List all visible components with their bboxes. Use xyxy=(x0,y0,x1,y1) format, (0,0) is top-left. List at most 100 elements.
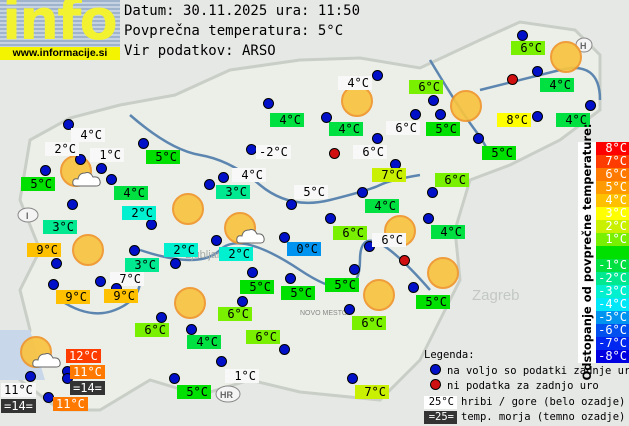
station-dot[interactable] xyxy=(25,371,36,382)
station-dot[interactable] xyxy=(517,30,528,41)
station-dot[interactable] xyxy=(146,219,157,230)
station-temperature[interactable]: 3°C xyxy=(125,258,159,272)
station-temperature[interactable]: 4°C xyxy=(338,76,372,90)
station-dot[interactable] xyxy=(473,133,484,144)
no-data-dot[interactable] xyxy=(399,255,410,266)
station-temperature[interactable]: 6°C xyxy=(135,323,169,337)
station-dot[interactable] xyxy=(211,235,222,246)
station-temperature[interactable]: 9°C xyxy=(104,289,138,303)
station-temperature[interactable]: 5°C xyxy=(482,146,516,160)
station-temperature[interactable]: 6°C xyxy=(353,145,387,159)
station-temperature[interactable]: 2°C xyxy=(45,142,79,156)
station-dot[interactable] xyxy=(247,267,258,278)
station-temperature[interactable]: 2°C xyxy=(122,206,156,220)
station-dot[interactable] xyxy=(532,66,543,77)
station-temperature[interactable]: 6°C xyxy=(218,307,252,321)
station-dot[interactable] xyxy=(325,213,336,224)
station-temperature[interactable]: 7°C xyxy=(372,168,406,182)
station-dot[interactable] xyxy=(435,109,446,120)
station-dot[interactable] xyxy=(156,312,167,323)
station-dot[interactable] xyxy=(279,344,290,355)
station-temperature[interactable]: 6°C xyxy=(246,330,280,344)
station-temperature[interactable]: 6°C xyxy=(511,41,545,55)
station-dot[interactable] xyxy=(96,163,107,174)
station-temperature[interactable]: 6°C xyxy=(386,121,420,135)
station-dot[interactable] xyxy=(263,98,274,109)
station-temperature[interactable]: 5°C xyxy=(325,278,359,292)
station-temperature[interactable]: 4°C xyxy=(187,335,221,349)
station-dot[interactable] xyxy=(357,187,368,198)
station-temperature[interactable]: 3°C xyxy=(43,220,77,234)
station-dot[interactable] xyxy=(427,187,438,198)
station-temperature[interactable]: 1°C xyxy=(225,369,259,383)
station-dot[interactable] xyxy=(410,109,421,120)
station-dot[interactable] xyxy=(218,172,229,183)
station-dot[interactable] xyxy=(372,70,383,81)
station-temperature[interactable]: 6°C xyxy=(372,233,406,247)
station-temperature[interactable]: 5°C xyxy=(146,150,180,164)
station-temperature[interactable]: 5°C xyxy=(240,280,274,294)
station-temperature[interactable]: 4°C xyxy=(540,78,574,92)
station-temperature[interactable]: 8°C xyxy=(497,113,531,127)
logo-url[interactable]: www.informacije.si xyxy=(0,47,120,60)
station-dot[interactable] xyxy=(347,373,358,384)
station-temperature[interactable]: 7°C xyxy=(355,385,389,399)
station-temperature[interactable]: 12°C xyxy=(66,349,101,363)
station-temperature[interactable]: 4°C xyxy=(232,168,266,182)
station-temperature[interactable]: 5°C xyxy=(177,385,211,399)
station-temperature[interactable]: 9°C xyxy=(27,243,61,257)
station-temperature[interactable]: 11°C xyxy=(70,365,105,379)
station-dot[interactable] xyxy=(285,273,296,284)
station-dot[interactable] xyxy=(321,112,332,123)
station-temperature[interactable]: -2°C xyxy=(256,145,291,159)
station-dot[interactable] xyxy=(129,245,140,256)
station-temperature[interactable]: 4°C xyxy=(431,225,465,239)
station-dot[interactable] xyxy=(585,100,596,111)
station-dot[interactable] xyxy=(95,276,106,287)
station-temperature[interactable]: 6°C xyxy=(409,80,443,94)
station-temperature[interactable]: 4°C xyxy=(71,128,105,142)
station-temperature[interactable]: 4°C xyxy=(365,199,399,213)
station-temperature[interactable]: 5°C xyxy=(416,295,450,309)
no-data-dot[interactable] xyxy=(507,74,518,85)
station-temperature[interactable]: 5°C xyxy=(281,286,315,300)
station-dot[interactable] xyxy=(204,179,215,190)
station-temperature[interactable]: 5°C xyxy=(426,122,460,136)
station-temperature[interactable]: 4°C xyxy=(556,113,590,127)
station-temperature[interactable]: 6°C xyxy=(352,316,386,330)
station-temperature[interactable]: 1°C xyxy=(90,148,124,162)
station-dot[interactable] xyxy=(279,232,290,243)
station-temperature[interactable]: 4°C xyxy=(329,122,363,136)
station-dot[interactable] xyxy=(532,111,543,122)
station-dot[interactable] xyxy=(237,296,248,307)
station-dot[interactable] xyxy=(372,133,383,144)
station-temperature[interactable]: 6°C xyxy=(435,173,469,187)
station-temperature[interactable]: 6°C xyxy=(333,226,367,240)
station-temperature[interactable]: 11°C xyxy=(1,383,36,397)
station-dot[interactable] xyxy=(75,154,86,165)
station-temperature[interactable]: 4°C xyxy=(270,113,304,127)
station-temperature[interactable]: 5°C xyxy=(21,177,55,191)
station-temperature[interactable]: 2°C xyxy=(164,243,198,257)
station-temperature[interactable]: 9°C xyxy=(56,290,90,304)
station-dot[interactable] xyxy=(170,258,181,269)
station-temperature[interactable]: 0°C xyxy=(287,242,321,256)
station-temperature[interactable]: 7°C xyxy=(110,272,144,286)
station-temperature[interactable]: =14= xyxy=(70,381,105,395)
site-logo[interactable]: info www.informacije.si xyxy=(0,0,120,60)
station-dot[interactable] xyxy=(428,95,439,106)
station-dot[interactable] xyxy=(344,304,355,315)
station-temperature[interactable]: 5°C xyxy=(294,185,328,199)
station-dot[interactable] xyxy=(286,199,297,210)
station-dot[interactable] xyxy=(63,119,74,130)
station-temperature[interactable]: 2°C xyxy=(219,247,253,261)
station-dot[interactable] xyxy=(51,258,62,269)
station-dot[interactable] xyxy=(40,165,51,176)
station-dot[interactable] xyxy=(349,264,360,275)
station-dot[interactable] xyxy=(186,324,197,335)
station-dot[interactable] xyxy=(48,279,59,290)
station-dot[interactable] xyxy=(408,282,419,293)
station-dot[interactable] xyxy=(67,199,78,210)
station-dot[interactable] xyxy=(169,373,180,384)
no-data-dot[interactable] xyxy=(329,148,340,159)
